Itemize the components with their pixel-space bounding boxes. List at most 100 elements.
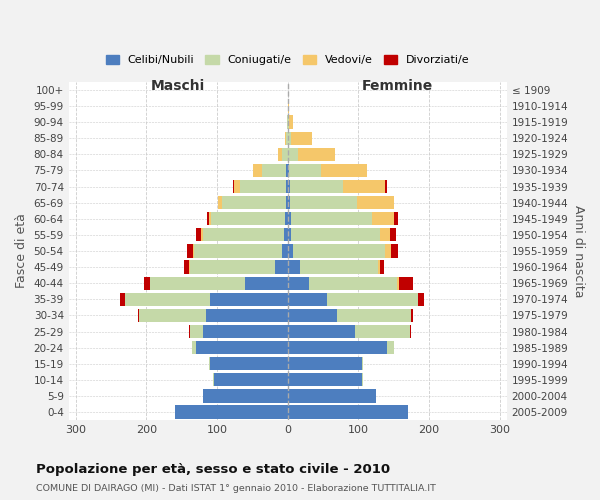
Bar — [286, 164, 287, 177]
Legend: Celibi/Nubili, Coniugati/e, Vedovi/e, Divorziati/e: Celibi/Nubili, Coniugati/e, Vedovi/e, Di… — [101, 50, 475, 70]
Bar — [287, 196, 290, 209]
Bar — [287, 180, 290, 193]
Bar — [287, 132, 291, 145]
Bar — [287, 325, 355, 338]
Bar — [278, 148, 282, 161]
Bar — [202, 228, 203, 241]
Bar — [211, 212, 285, 226]
Bar — [287, 357, 362, 370]
Bar — [287, 390, 376, 402]
Y-axis label: Fasce di età: Fasce di età — [15, 214, 28, 288]
Bar — [189, 325, 190, 338]
Bar — [210, 292, 287, 306]
Bar — [287, 276, 309, 290]
Bar — [285, 212, 287, 226]
Bar — [196, 228, 202, 241]
Bar — [213, 374, 214, 386]
Bar — [209, 357, 210, 370]
Bar — [398, 276, 413, 290]
Bar — [284, 228, 287, 241]
Bar — [125, 292, 210, 306]
Bar — [287, 260, 301, 274]
Bar — [144, 276, 150, 290]
Text: Maschi: Maschi — [151, 78, 205, 92]
Bar — [355, 325, 410, 338]
Bar — [287, 100, 289, 112]
Bar — [190, 325, 203, 338]
Bar — [290, 196, 357, 209]
Bar — [282, 244, 287, 258]
Bar — [321, 164, 367, 177]
Bar — [301, 260, 378, 274]
Bar — [291, 228, 380, 241]
Bar — [262, 164, 286, 177]
Bar — [203, 228, 284, 241]
Bar — [287, 374, 362, 386]
Bar — [289, 116, 293, 128]
Bar — [394, 212, 398, 226]
Bar — [285, 132, 286, 145]
Bar — [397, 276, 398, 290]
Bar — [380, 228, 390, 241]
Bar — [203, 390, 287, 402]
Bar — [222, 196, 286, 209]
Bar — [357, 196, 394, 209]
Bar — [187, 244, 193, 258]
Bar — [343, 180, 385, 193]
Bar — [378, 260, 380, 274]
Bar — [287, 341, 386, 354]
Bar — [287, 212, 290, 226]
Bar — [218, 196, 222, 209]
Bar — [253, 164, 262, 177]
Bar — [150, 276, 245, 290]
Bar — [286, 180, 287, 193]
Bar — [210, 357, 287, 370]
Bar — [410, 325, 412, 338]
Bar — [289, 164, 321, 177]
Text: Popolazione per età, sesso e stato civile - 2010: Popolazione per età, sesso e stato civil… — [36, 462, 390, 475]
Bar — [233, 180, 234, 193]
Bar — [291, 132, 313, 145]
Bar — [286, 132, 287, 145]
Bar — [337, 309, 412, 322]
Bar — [275, 260, 287, 274]
Bar — [194, 244, 282, 258]
Y-axis label: Anni di nascita: Anni di nascita — [572, 204, 585, 297]
Bar — [309, 276, 397, 290]
Bar — [175, 406, 287, 418]
Bar — [119, 292, 125, 306]
Bar — [139, 309, 206, 322]
Bar — [239, 180, 286, 193]
Bar — [138, 309, 139, 322]
Bar — [412, 309, 413, 322]
Bar — [190, 260, 275, 274]
Bar — [287, 292, 326, 306]
Text: Femmine: Femmine — [362, 78, 433, 92]
Bar — [193, 341, 196, 354]
Bar — [206, 309, 287, 322]
Bar — [290, 212, 372, 226]
Bar — [385, 244, 391, 258]
Bar — [293, 244, 385, 258]
Bar — [326, 292, 418, 306]
Bar — [418, 292, 424, 306]
Bar — [391, 244, 398, 258]
Bar — [380, 260, 384, 274]
Bar — [385, 180, 386, 193]
Text: COMUNE DI DAIRAGO (MI) - Dati ISTAT 1° gennaio 2010 - Elaborazione TUTTITALIA.IT: COMUNE DI DAIRAGO (MI) - Dati ISTAT 1° g… — [36, 484, 436, 493]
Bar — [287, 309, 337, 322]
Bar — [298, 148, 335, 161]
Bar — [287, 164, 289, 177]
Bar — [287, 148, 298, 161]
Bar — [287, 228, 291, 241]
Bar — [193, 244, 194, 258]
Bar — [209, 212, 211, 226]
Bar — [203, 325, 287, 338]
Bar — [184, 260, 190, 274]
Bar — [245, 276, 287, 290]
Bar — [234, 180, 239, 193]
Bar — [207, 212, 209, 226]
Bar — [287, 406, 408, 418]
Bar — [362, 357, 363, 370]
Bar — [287, 244, 293, 258]
